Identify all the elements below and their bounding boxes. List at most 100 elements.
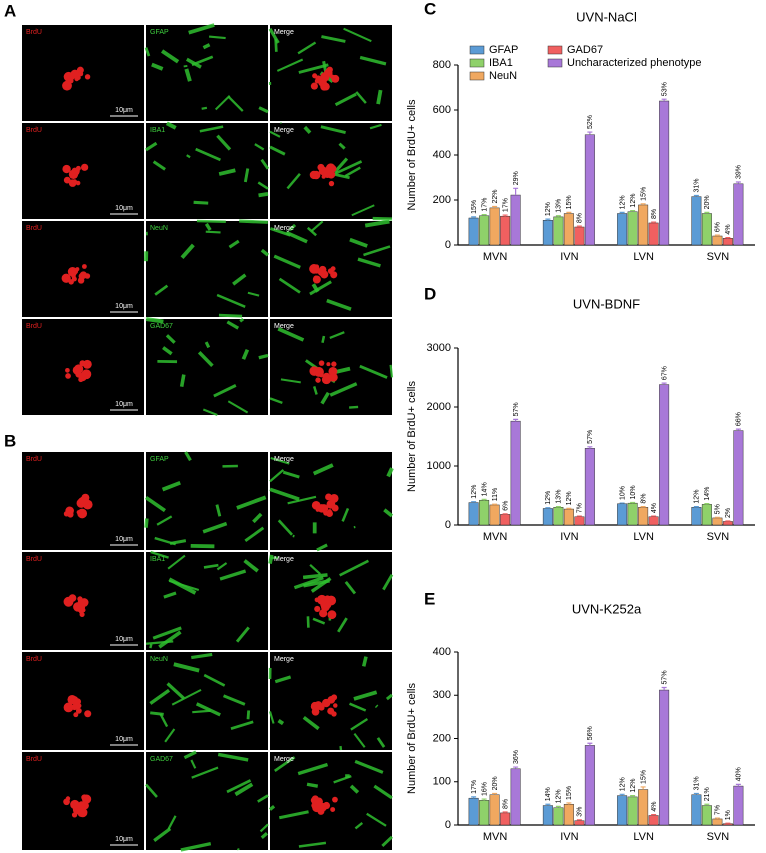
bar xyxy=(542,805,553,826)
green-fiber xyxy=(215,504,222,517)
x-tick-label: LVN xyxy=(633,531,654,543)
percent-label: 39% xyxy=(736,165,743,179)
red-nucleus xyxy=(315,507,320,512)
green-fiber xyxy=(203,673,226,687)
red-nucleus xyxy=(84,710,92,718)
bar xyxy=(468,502,479,526)
green-fiber xyxy=(254,143,265,151)
channel-label: BrdU xyxy=(26,556,42,563)
percent-label: 17% xyxy=(502,198,509,212)
error-bar xyxy=(502,214,508,217)
green-fiber xyxy=(302,715,320,731)
micrograph-content xyxy=(145,121,270,205)
y-tick-label: 2000 xyxy=(427,401,451,413)
green-fiber xyxy=(166,682,185,700)
percent-label: 57% xyxy=(661,670,668,684)
red-nucleus xyxy=(73,712,79,718)
red-nucleus xyxy=(67,694,77,705)
error-bar xyxy=(513,187,519,196)
green-fiber xyxy=(321,335,326,343)
bar xyxy=(648,222,659,246)
green-fiber xyxy=(153,827,172,842)
green-fiber xyxy=(203,563,219,569)
bar xyxy=(648,516,659,526)
green-fiber xyxy=(192,709,211,714)
error-bar xyxy=(587,446,593,449)
micrograph-content xyxy=(63,493,93,519)
green-fiber xyxy=(199,125,224,133)
error-bar xyxy=(545,218,551,221)
green-fiber xyxy=(374,704,379,709)
scale-bar-label: 10μm xyxy=(115,205,133,212)
channel-label: NeuN xyxy=(150,225,168,232)
percent-label: 12% xyxy=(471,485,478,499)
green-fiber xyxy=(333,157,349,174)
legend-label: GAD67 xyxy=(567,44,603,56)
green-fiber xyxy=(274,756,296,772)
green-fiber xyxy=(268,805,276,811)
green-fiber xyxy=(162,346,173,356)
percent-label: 12% xyxy=(545,491,552,505)
green-fiber xyxy=(278,810,309,820)
green-fiber xyxy=(298,841,327,848)
green-fiber xyxy=(311,283,320,293)
green-fiber xyxy=(163,591,177,599)
green-fiber xyxy=(306,782,319,788)
green-fiber xyxy=(205,230,221,234)
red-nucleus xyxy=(70,799,80,810)
error-bar xyxy=(576,225,582,227)
channel-label: Merge xyxy=(274,656,294,663)
percent-label: 10% xyxy=(630,485,637,499)
red-nucleus xyxy=(81,163,89,171)
error-bar xyxy=(587,131,593,135)
green-fiber xyxy=(303,579,330,588)
red-nucleus xyxy=(321,174,326,179)
error-bar xyxy=(566,507,572,510)
channel-label: Merge xyxy=(274,127,294,134)
bar xyxy=(479,499,490,526)
green-fiber xyxy=(168,577,197,595)
panel-letter: A xyxy=(4,1,16,20)
error-bar xyxy=(481,498,487,501)
bar xyxy=(722,521,733,526)
error-bar xyxy=(640,505,646,508)
legend-label: IBA1 xyxy=(489,57,513,69)
green-fiber xyxy=(227,400,249,414)
bar xyxy=(638,507,649,526)
bar xyxy=(712,517,723,526)
bar xyxy=(574,820,585,826)
green-fiber xyxy=(259,823,269,833)
red-nucleus xyxy=(324,68,333,78)
green-fiber xyxy=(217,752,249,762)
percent-label: 1% xyxy=(725,810,732,820)
x-tick-label: SVN xyxy=(707,251,730,263)
red-nucleus xyxy=(65,367,70,373)
red-nucleus xyxy=(317,163,325,171)
micrograph-content xyxy=(144,23,269,114)
green-fiber xyxy=(282,470,300,479)
green-fiber xyxy=(185,57,202,69)
green-fiber xyxy=(228,239,240,249)
green-fiber xyxy=(246,710,251,720)
percent-label: 12% xyxy=(630,194,637,208)
error-bar xyxy=(630,209,636,212)
green-fiber xyxy=(349,237,368,248)
green-fiber xyxy=(190,759,197,769)
y-axis-label: Number of BrdU+ cells xyxy=(406,683,418,794)
green-fiber xyxy=(180,842,212,852)
green-fiber xyxy=(302,573,328,580)
panel-letter: D xyxy=(424,284,436,303)
scale-bar-label: 10μm xyxy=(115,536,133,543)
green-fiber xyxy=(329,331,345,339)
green-fiber xyxy=(195,147,221,162)
bar xyxy=(553,216,564,246)
bar xyxy=(479,800,490,826)
red-nucleus xyxy=(311,795,319,803)
y-tick-label: 200 xyxy=(433,732,451,744)
percent-label: 12% xyxy=(619,195,626,209)
red-nucleus xyxy=(318,360,325,366)
green-fiber xyxy=(349,784,360,794)
green-fiber xyxy=(297,41,317,55)
green-fiber xyxy=(312,463,334,476)
error-bar xyxy=(471,216,477,218)
